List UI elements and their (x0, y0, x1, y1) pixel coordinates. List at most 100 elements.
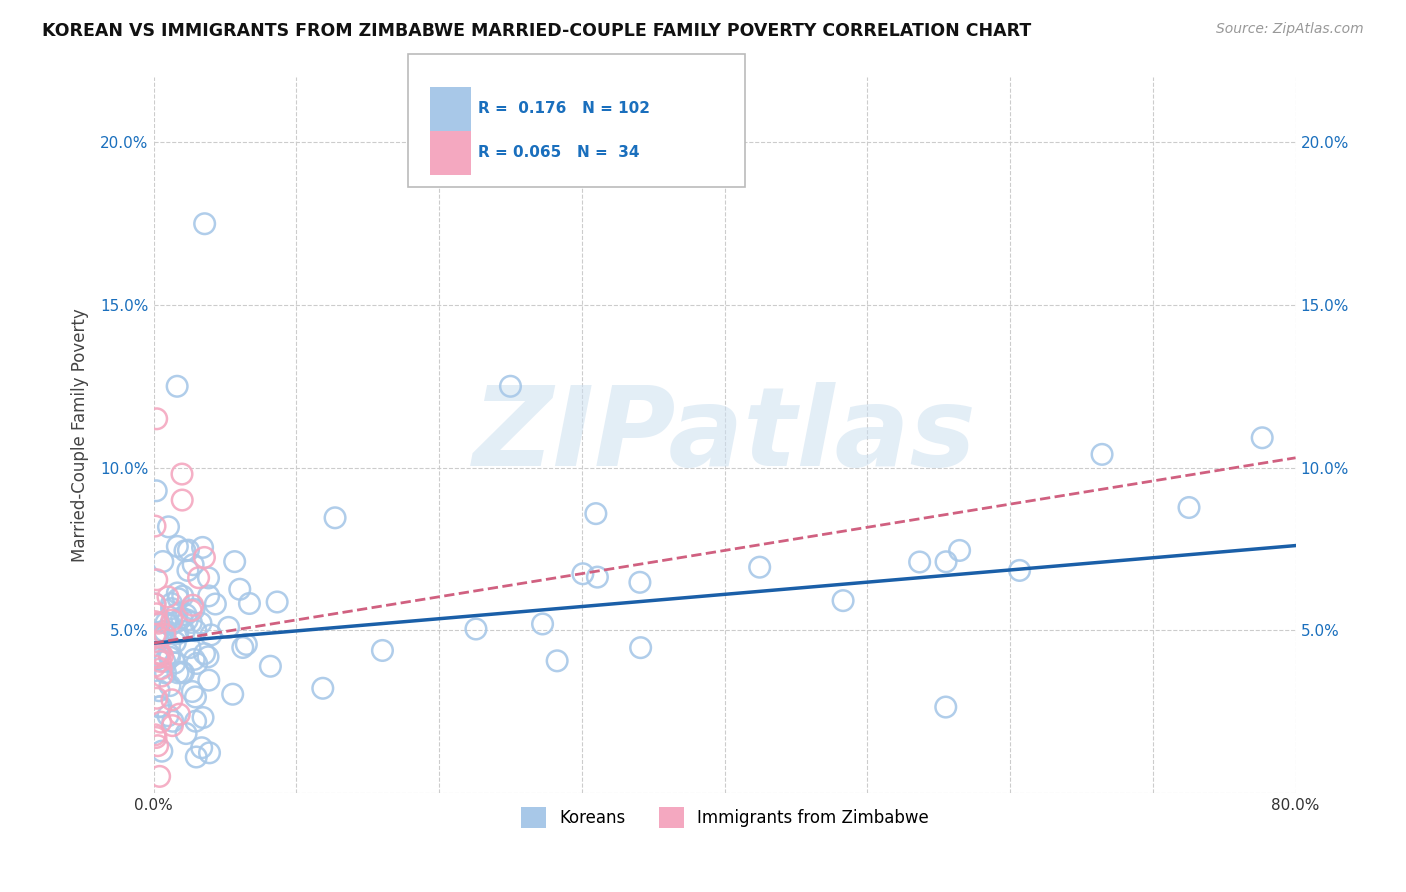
Point (586, 570, 609, 584)
Point (630, 640, 652, 655)
Point (908, 555, 931, 569)
Point (1251, 431, 1274, 445)
Point (149, 715, 172, 730)
Point (235, 637, 257, 651)
Point (160, 613, 183, 627)
Point (935, 555, 957, 569)
Point (222, 687, 245, 701)
Point (183, 652, 205, 666)
Point (146, 739, 169, 753)
Point (180, 603, 202, 617)
Point (190, 616, 212, 631)
Point (150, 699, 173, 714)
Point (180, 615, 202, 630)
Point (181, 598, 204, 612)
Point (177, 543, 200, 558)
Point (150, 624, 173, 639)
Point (323, 510, 346, 524)
Point (184, 624, 207, 638)
Point (143, 615, 166, 629)
Point (166, 607, 188, 621)
Point (176, 613, 198, 627)
Point (179, 640, 201, 655)
Point (170, 665, 193, 680)
Point (145, 607, 167, 621)
Point (1008, 563, 1031, 577)
Point (174, 607, 197, 622)
Point (157, 708, 180, 723)
Point (163, 656, 186, 670)
Point (143, 519, 166, 533)
Legend: Koreans, Immigrants from Zimbabwe: Koreans, Immigrants from Zimbabwe (515, 801, 935, 834)
Point (191, 710, 214, 724)
Point (143, 659, 166, 673)
Point (172, 665, 194, 680)
Point (170, 467, 193, 481)
Point (160, 693, 183, 707)
Text: R = 0.065   N =  34: R = 0.065 N = 34 (478, 145, 640, 161)
Point (152, 555, 174, 569)
Point (162, 714, 184, 729)
Point (157, 647, 180, 661)
Point (145, 691, 167, 706)
Point (165, 635, 187, 649)
Text: Source: ZipAtlas.com: Source: ZipAtlas.com (1216, 22, 1364, 37)
Point (148, 683, 170, 698)
Point (198, 746, 221, 760)
Point (184, 690, 207, 704)
Point (152, 648, 174, 663)
Text: R =  0.176   N = 102: R = 0.176 N = 102 (478, 102, 650, 116)
Point (166, 626, 188, 640)
Point (145, 731, 167, 745)
Point (172, 589, 194, 603)
Point (159, 650, 181, 665)
Point (146, 634, 169, 648)
Point (149, 631, 172, 645)
Point (167, 665, 190, 680)
Point (145, 411, 167, 425)
Text: KOREAN VS IMMIGRANTS FROM ZIMBABWE MARRIED-COUPLE FAMILY POVERTY CORRELATION CHA: KOREAN VS IMMIGRANTS FROM ZIMBABWE MARRI… (42, 22, 1032, 40)
Point (197, 589, 219, 603)
Point (232, 640, 254, 655)
Point (187, 571, 209, 585)
Point (685, 168, 707, 182)
Point (174, 544, 197, 558)
Point (166, 586, 188, 600)
Point (150, 744, 173, 758)
Point (183, 602, 205, 616)
Point (146, 652, 169, 666)
Point (150, 662, 173, 676)
Point (546, 654, 568, 668)
Point (197, 649, 219, 664)
Point (572, 566, 595, 581)
Point (531, 616, 554, 631)
Point (148, 700, 170, 714)
Point (146, 650, 169, 665)
Point (224, 555, 246, 569)
Point (145, 573, 167, 587)
Point (149, 654, 172, 668)
Point (193, 647, 215, 661)
Point (935, 700, 957, 714)
Point (197, 673, 219, 688)
Point (173, 624, 195, 639)
Point (153, 624, 176, 639)
Point (160, 601, 183, 615)
Text: ZIPatlas: ZIPatlas (472, 382, 976, 489)
Point (238, 597, 260, 611)
Point (628, 575, 651, 590)
Point (312, 681, 335, 696)
Point (174, 726, 197, 740)
Point (155, 665, 177, 680)
Point (159, 618, 181, 632)
Point (1091, 447, 1114, 461)
Point (948, 543, 970, 558)
Point (193, 550, 215, 565)
Point (190, 740, 212, 755)
Point (143, 627, 166, 641)
Point (166, 379, 188, 393)
Point (143, 728, 166, 742)
Point (153, 654, 176, 668)
Point (186, 657, 208, 671)
Point (172, 493, 194, 508)
